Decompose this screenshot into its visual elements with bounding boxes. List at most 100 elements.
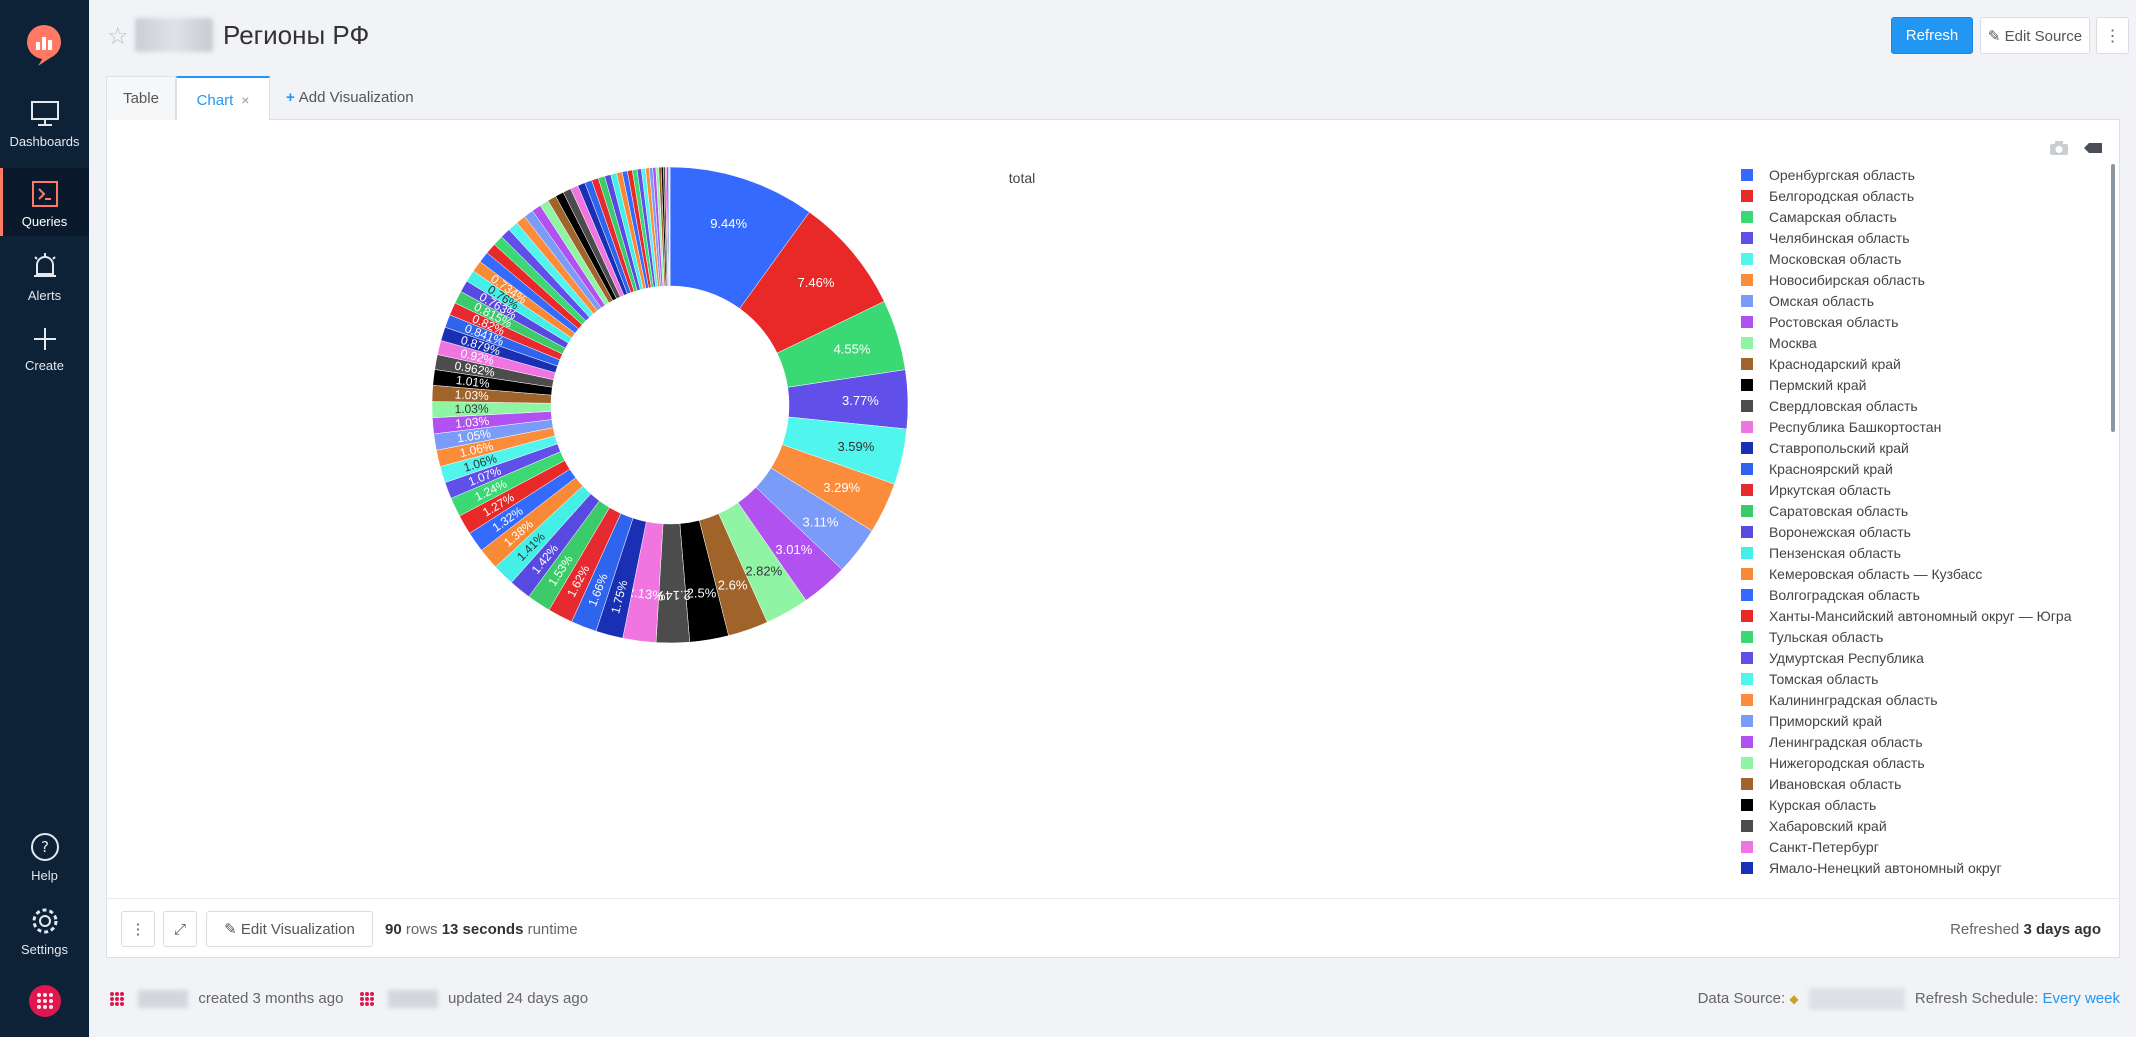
legend-swatch (1741, 777, 1753, 790)
legend-swatch (1741, 441, 1753, 454)
edit-icon: ✎ (1987, 27, 2001, 45)
refresh-schedule-link[interactable]: Every week (2042, 989, 2120, 1007)
legend-item[interactable]: Ивановская область (1731, 773, 2111, 794)
sidebar-item-alerts[interactable]: Alerts (0, 252, 89, 312)
legend-label: Иркутская область (1769, 481, 1891, 498)
legend-item[interactable]: Ханты-Мансийский автономный округ — Югра (1731, 605, 2111, 626)
legend-item[interactable]: Республика Башкортостан (1731, 416, 2111, 437)
more-actions-button[interactable]: ⋮ (2096, 17, 2129, 54)
sidebar-item-create[interactable]: Create (0, 326, 89, 376)
pie-slice-label: 2.6% (718, 577, 748, 592)
edit-source-button[interactable]: ✎ Edit Source (1980, 17, 2090, 54)
legend-item[interactable]: Челябинская область (1731, 227, 2111, 248)
bell-icon (33, 253, 56, 277)
legend-item[interactable]: Красноярский край (1731, 458, 2111, 479)
legend-item[interactable]: Хабаровский край (1731, 815, 2111, 836)
legend-item[interactable]: Ленинградская область (1731, 731, 2111, 752)
edit-visualization-button[interactable]: ✎ Edit Visualization (206, 911, 373, 947)
tab-chart[interactable]: Chart × (176, 76, 270, 121)
legend-item[interactable]: Краснодарский край (1731, 353, 2111, 374)
legend-label: Новосибирская область (1769, 271, 1925, 288)
avatar[interactable] (29, 985, 61, 1017)
pie-chart[interactable]: 9.44% 7.46% 4.55% 3.77% 3.59% 3.29% 3.11% 3.01%… (107, 120, 1707, 898)
add-visualization-button[interactable]: + Add Visualization (286, 76, 414, 120)
query-stats: 90 rows 13 seconds runtime (385, 921, 578, 938)
app-logo-icon[interactable] (22, 22, 66, 66)
legend-item[interactable]: Удмуртская Республика (1731, 647, 2111, 668)
legend-item[interactable]: Кемеровская область — Кузбасс (1731, 563, 2111, 584)
legend-item[interactable]: Санкт-Петербург (1731, 836, 2111, 857)
legend-item[interactable]: Волгоградская область (1731, 584, 2111, 605)
pie-slice-label: 1.03% (454, 402, 489, 417)
pie-slice-label: 3.29% (823, 480, 860, 495)
sidebar-item-label: Dashboards (9, 134, 80, 149)
legend-item[interactable]: Новосибирская область (1731, 269, 2111, 290)
legend-item[interactable]: Саратовская область (1731, 500, 2111, 521)
tab-table[interactable]: Table (106, 76, 176, 120)
legend-swatch (1741, 693, 1753, 706)
legend-item[interactable]: Воронежская область (1731, 521, 2111, 542)
legend-label: Воронежская область (1769, 523, 1911, 540)
legend-swatch (1741, 546, 1753, 559)
edit-icon: ✎ (224, 921, 237, 938)
pie-slice-label: 3.11% (803, 514, 839, 529)
sidebar-item-dashboards[interactable]: Dashboards (0, 100, 89, 160)
sidebar-item-settings[interactable]: Settings (0, 906, 89, 958)
question-icon: ? (30, 833, 59, 861)
camera-icon[interactable] (2049, 140, 2069, 156)
legend-item[interactable]: Пензенская область (1731, 542, 2111, 563)
legend-item[interactable]: Оренбургская область (1731, 164, 2111, 185)
legend-item[interactable]: Нижегородская область (1731, 752, 2111, 773)
legend-item[interactable]: Ямало-Ненецкий автономный округ (1731, 857, 2111, 878)
legend-item[interactable]: Тульская область (1731, 626, 2111, 647)
chart-area: total 9.44% 7.46% 4.55% 3.77% 3.59% 3.29% 3.11… (107, 120, 2121, 898)
legend-scrollbar[interactable] (2111, 164, 2115, 432)
legend-item[interactable]: Свердловская область (1731, 395, 2111, 416)
gear-icon (32, 908, 57, 934)
pie-slice-label: 7.46% (798, 275, 835, 290)
updated-text: updated 24 days ago (447, 989, 589, 1007)
desktop-icon (30, 101, 59, 126)
legend-swatch (1741, 651, 1753, 664)
legend-item[interactable]: Томская область (1731, 668, 2111, 689)
visualization-tabs: Table Chart × + Add Visualization (106, 76, 2120, 121)
legend-item[interactable]: Белгородская область (1731, 185, 2111, 206)
legend-item[interactable]: Приморский край (1731, 710, 2111, 731)
legend-label: Саратовская область (1769, 502, 1909, 519)
legend-swatch (1741, 756, 1753, 769)
sidebar-item-help[interactable]: ? Help (0, 832, 89, 884)
chart-legend[interactable]: Оренбургская область Белгородская область… (1731, 164, 2111, 878)
favorite-star-icon[interactable]: ☆ (107, 23, 129, 50)
legend-label: Волгоградская область (1769, 586, 1920, 603)
page-title: Регионы РФ (223, 20, 370, 50)
close-icon[interactable]: × (241, 92, 250, 108)
legend-label: Московская область (1769, 250, 1902, 267)
legend-item[interactable]: Москва (1731, 332, 2111, 353)
tag-icon[interactable] (2083, 140, 2103, 156)
pie-slice-label: 1.03% (455, 414, 490, 431)
legend-item[interactable]: Курская область (1731, 794, 2111, 815)
legend-swatch (1741, 504, 1753, 517)
legend-item[interactable]: Московская область (1731, 248, 2111, 269)
legend-item[interactable]: Иркутская область (1731, 479, 2111, 500)
legend-item[interactable]: Омская область (1731, 290, 2111, 311)
legend-item[interactable]: Калининградская область (1731, 689, 2111, 710)
legend-label: Ростовская область (1769, 313, 1899, 330)
updater-avatar (356, 988, 378, 1010)
panel-menu-button[interactable]: ⋮ (121, 911, 155, 947)
legend-item[interactable]: Самарская область (1731, 206, 2111, 227)
fullscreen-button[interactable]: ⤢ (163, 911, 197, 947)
refresh-button[interactable]: Refresh (1891, 17, 1973, 54)
legend-item[interactable]: Ростовская область (1731, 311, 2111, 332)
legend-label: Ставропольский край (1769, 439, 1909, 456)
sidebar-item-queries[interactable]: Queries (0, 168, 89, 236)
legend-label: Белгородская область (1769, 187, 1915, 204)
sidebar-item-label: Settings (21, 942, 68, 957)
panel-footer: ⋮ ⤢ ✎ Edit Visualization 90 rows 13 seco… (107, 898, 2121, 958)
legend-item[interactable]: Пермский край (1731, 374, 2111, 395)
pie-slice-label: 2.82% (745, 563, 782, 578)
legend-swatch (1741, 273, 1753, 286)
legend-swatch (1741, 378, 1753, 391)
legend-label: Санкт-Петербург (1769, 838, 1879, 855)
legend-item[interactable]: Ставропольский край (1731, 437, 2111, 458)
